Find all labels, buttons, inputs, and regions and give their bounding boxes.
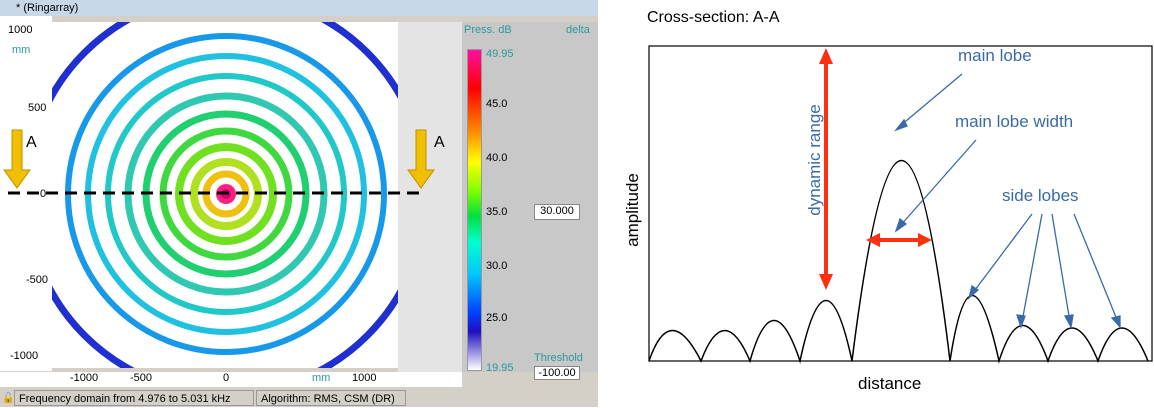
y-tick: 1000 (8, 24, 33, 36)
beamform-map[interactable] (52, 22, 398, 368)
threshold-field[interactable]: -100.00 (534, 366, 580, 380)
x-axis-strip: -1000 -500 0 mm 1000 (0, 372, 462, 387)
threshold-label: Threshold (534, 352, 583, 364)
status-bar: 🔓 Frequency domain from 4.976 to 5.031 k… (0, 389, 598, 407)
x-tick: -1000 (70, 372, 99, 384)
x-axis-label: distance (858, 374, 922, 393)
main-lobe-label: main lobe (958, 46, 1032, 65)
x-tick: 0 (223, 372, 230, 384)
cross-section-title: Cross-section: A-A (647, 9, 780, 26)
plot-margin (398, 22, 462, 372)
section-label-left: A (26, 134, 37, 151)
window-title[interactable]: * (Ringarray) (0, 0, 598, 16)
colorbar-tick: 40.0 (486, 152, 508, 164)
x-tick: 1000 (352, 372, 377, 384)
colorbar-panel: Press. dB delta 49.95 45.0 40.0 35.0 30.… (462, 22, 598, 380)
colorbar-tick: 49.95 (486, 48, 514, 60)
colorbar-tick: 25.0 (486, 312, 508, 324)
colorbar-tick: 30.0 (486, 260, 508, 272)
colorbar-tick: 45.0 (486, 98, 508, 110)
colorbar-gradient (467, 49, 482, 371)
side-lobes-label: side lobes (1002, 186, 1079, 205)
y-axis-label: amplitude (623, 173, 642, 247)
y-tick: 500 (28, 102, 47, 114)
colorbar-tick: 19.95 (486, 362, 514, 374)
lock-icon: 🔓 (2, 393, 15, 404)
section-label-right: A (434, 134, 445, 151)
colorbar-delta-label: delta (566, 24, 590, 36)
y-unit: mm (12, 44, 31, 56)
y-tick: 0 (40, 188, 47, 200)
x-tick: -500 (130, 372, 153, 384)
x-unit: mm (312, 372, 331, 384)
section-overlay (3, 129, 435, 195)
beamforming-window: * (Ringarray) 1000 mm 500 0 -500 -1000 P… (0, 0, 598, 407)
dynamic-range-label: dynamic range (805, 104, 824, 216)
cross-section-plot (648, 45, 1153, 364)
y-tick: -500 (26, 274, 49, 286)
y-tick: -1000 (10, 350, 39, 362)
status-algorithm: Algorithm: RMS, CSM (DR) (256, 390, 406, 406)
delta-field[interactable]: 30.000 (534, 204, 580, 220)
colorbar-title: Press. dB (464, 24, 512, 36)
cross-section-panel: Cross-section: A-A main lobe main lobe w… (600, 0, 1154, 407)
colorbar-tick: 35.0 (486, 206, 508, 218)
status-frequency: Frequency domain from 4.976 to 5.031 kHz (14, 390, 254, 406)
main-lobe-width-label: main lobe width (955, 112, 1074, 131)
